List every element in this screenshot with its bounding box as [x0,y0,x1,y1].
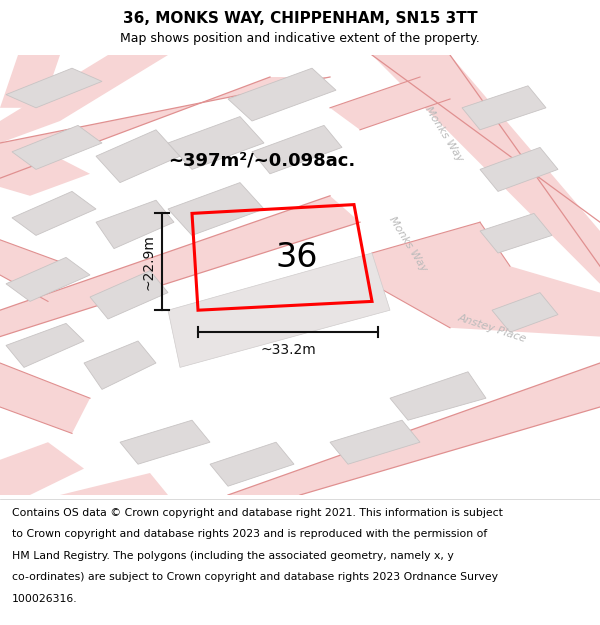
Polygon shape [12,191,96,236]
Polygon shape [6,323,84,368]
Polygon shape [168,253,390,368]
Polygon shape [492,292,558,332]
Polygon shape [0,55,60,108]
Polygon shape [228,363,600,495]
Text: ~33.2m: ~33.2m [260,343,316,357]
Text: Anstey Place: Anstey Place [457,312,527,344]
Polygon shape [6,68,102,108]
Polygon shape [390,372,486,420]
Polygon shape [168,182,264,236]
Polygon shape [12,126,102,169]
Polygon shape [372,222,600,337]
Text: ~22.9m: ~22.9m [142,234,156,290]
Polygon shape [372,55,600,284]
Polygon shape [60,473,168,495]
Text: ~397m²/~0.098ac.: ~397m²/~0.098ac. [168,152,355,169]
Text: Monks Way: Monks Way [387,215,429,274]
Polygon shape [252,126,342,174]
Polygon shape [330,77,450,130]
Polygon shape [0,363,90,433]
Text: to Crown copyright and database rights 2023 and is reproduced with the permissio: to Crown copyright and database rights 2… [12,529,487,539]
Polygon shape [0,240,72,301]
Polygon shape [480,213,552,253]
Polygon shape [462,86,546,130]
Text: Monks Way: Monks Way [423,105,465,164]
Text: 36, MONKS WAY, CHIPPENHAM, SN15 3TT: 36, MONKS WAY, CHIPPENHAM, SN15 3TT [122,11,478,26]
Text: 100026316.: 100026316. [12,594,77,604]
Polygon shape [0,196,360,337]
Polygon shape [168,117,264,169]
Polygon shape [480,148,558,191]
Polygon shape [228,68,336,121]
Polygon shape [0,77,330,178]
Polygon shape [420,253,510,306]
Polygon shape [6,258,90,301]
Text: co-ordinates) are subject to Crown copyright and database rights 2023 Ordnance S: co-ordinates) are subject to Crown copyr… [12,572,498,582]
Polygon shape [84,341,156,389]
Polygon shape [90,271,168,319]
Polygon shape [96,200,174,249]
Polygon shape [120,420,210,464]
Polygon shape [0,143,90,196]
Text: HM Land Registry. The polygons (including the associated geometry, namely x, y: HM Land Registry. The polygons (includin… [12,551,454,561]
Polygon shape [210,442,294,486]
Polygon shape [330,420,420,464]
Polygon shape [96,130,180,182]
Text: Contains OS data © Crown copyright and database right 2021. This information is : Contains OS data © Crown copyright and d… [12,508,503,518]
Polygon shape [0,55,168,143]
Text: 36: 36 [276,241,318,274]
Text: Map shows position and indicative extent of the property.: Map shows position and indicative extent… [120,32,480,45]
Polygon shape [0,442,84,495]
